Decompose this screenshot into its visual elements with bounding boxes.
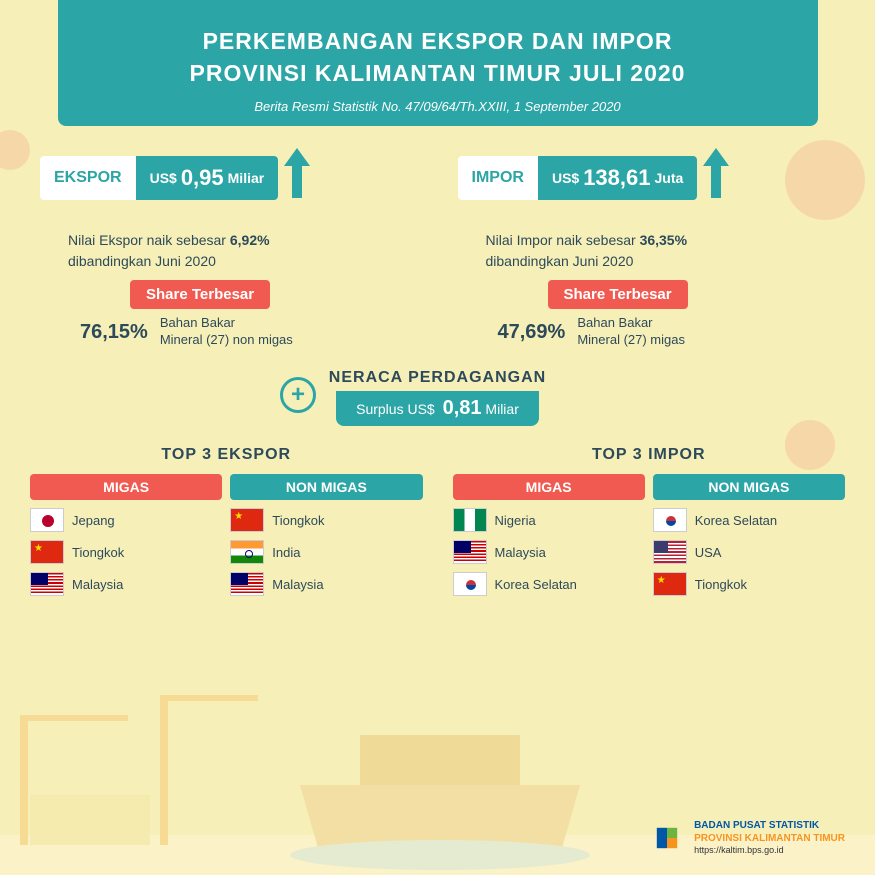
country-name: Tiongkok [72,545,124,560]
flag-korea-icon [453,572,487,596]
ekspor-desc: Nilai Ekspor naik sebesar 6,92% dibandin… [68,230,418,272]
country-name: Malaysia [272,577,323,592]
country-name: Malaysia [72,577,123,592]
impor-desc: Nilai Impor naik sebesar 36,35% dibandin… [486,230,836,272]
impor-column: IMPOR US$ 138,61 Juta Nilai Impor naik s… [458,156,836,349]
country-name: Nigeria [495,513,536,528]
impor-share-row: 47,69% Bahan BakarMineral (27) migas [498,315,836,349]
impor-value: US$ 138,61 Juta [538,156,697,200]
arrow-up-icon [701,148,731,203]
country-name: Tiongkok [695,577,747,592]
migas-badge: MIGAS [453,474,645,500]
flag-korea-icon [653,508,687,532]
bps-logo-icon [650,821,684,855]
country-name: India [272,545,300,560]
country-row: India [230,540,422,564]
ekspor-column: EKSPOR US$ 0,95 Miliar Nilai Ekspor naik… [40,156,418,349]
arrow-up-icon [282,148,312,203]
neraca-section: + NERACA PERDAGANGAN Surplus US$ 0,81 Mi… [0,369,875,426]
ekspor-value: US$ 0,95 Miliar [136,156,279,200]
top3-ekspor: TOP 3 EKSPOR MIGAS Jepang Tiongkok Malaysi… [30,446,423,604]
country-name: Korea Selatan [495,577,577,592]
subtitle: Berita Resmi Statistik No. 47/09/64/Th.X… [98,99,778,114]
neraca-badge: Surplus US$ 0,81 Miliar [336,391,539,426]
ekspor-badge: EKSPOR US$ 0,95 Miliar [40,156,312,200]
country-row: Tiongkok [230,508,422,532]
country-row: Tiongkok [653,572,845,596]
plus-icon: + [280,377,316,413]
country-row: Nigeria [453,508,645,532]
title: PERKEMBANGAN EKSPOR DAN IMPOR PROVINSI K… [98,25,778,89]
nonmigas-badge: NON MIGAS [653,474,845,500]
flag-india-icon [230,540,264,564]
footer: BADAN PUSAT STATISTIK PROVINSI KALIMANTA… [650,819,845,857]
flag-nigeria-icon [453,508,487,532]
nonmigas-badge: NON MIGAS [230,474,422,500]
ekspor-share-badge: Share Terbesar [130,280,270,309]
flag-malaysia-icon [453,540,487,564]
impor-label: IMPOR [458,156,538,200]
footer-prov: PROVINSI KALIMANTAN TIMUR [694,832,845,845]
country-name: Jepang [72,513,115,528]
impor-badge: IMPOR US$ 138,61 Juta [458,156,732,200]
country-row: Malaysia [453,540,645,564]
country-row: Tiongkok [30,540,222,564]
flag-china-icon [30,540,64,564]
footer-url: https://kaltim.bps.go.id [694,845,845,857]
country-row: Korea Selatan [653,508,845,532]
flag-china-icon [653,572,687,596]
country-row: Korea Selatan [453,572,645,596]
top3-ekspor-title: TOP 3 EKSPOR [30,446,423,464]
country-name: Tiongkok [272,513,324,528]
flag-usa-icon [653,540,687,564]
country-name: USA [695,545,722,560]
top3-impor: TOP 3 IMPOR MIGAS NigeriaMalaysiaKorea S… [453,446,846,604]
impor-share-badge: Share Terbesar [548,280,688,309]
flag-malaysia-icon [230,572,264,596]
country-name: Malaysia [495,545,546,560]
country-row: Jepang [30,508,222,532]
ekspor-label: EKSPOR [40,156,136,200]
flag-china-icon [230,508,264,532]
migas-badge: MIGAS [30,474,222,500]
country-row: Malaysia [230,572,422,596]
neraca-title: NERACA PERDAGANGAN [0,369,875,387]
country-name: Korea Selatan [695,513,777,528]
ekspor-share-row: 76,15% Bahan BakarMineral (27) non migas [80,315,418,349]
footer-org: BADAN PUSAT STATISTIK [694,819,845,832]
country-row: USA [653,540,845,564]
flag-japan-icon [30,508,64,532]
header-banner: PERKEMBANGAN EKSPOR DAN IMPOR PROVINSI K… [58,0,818,126]
country-row: Malaysia [30,572,222,596]
flag-malaysia-icon [30,572,64,596]
